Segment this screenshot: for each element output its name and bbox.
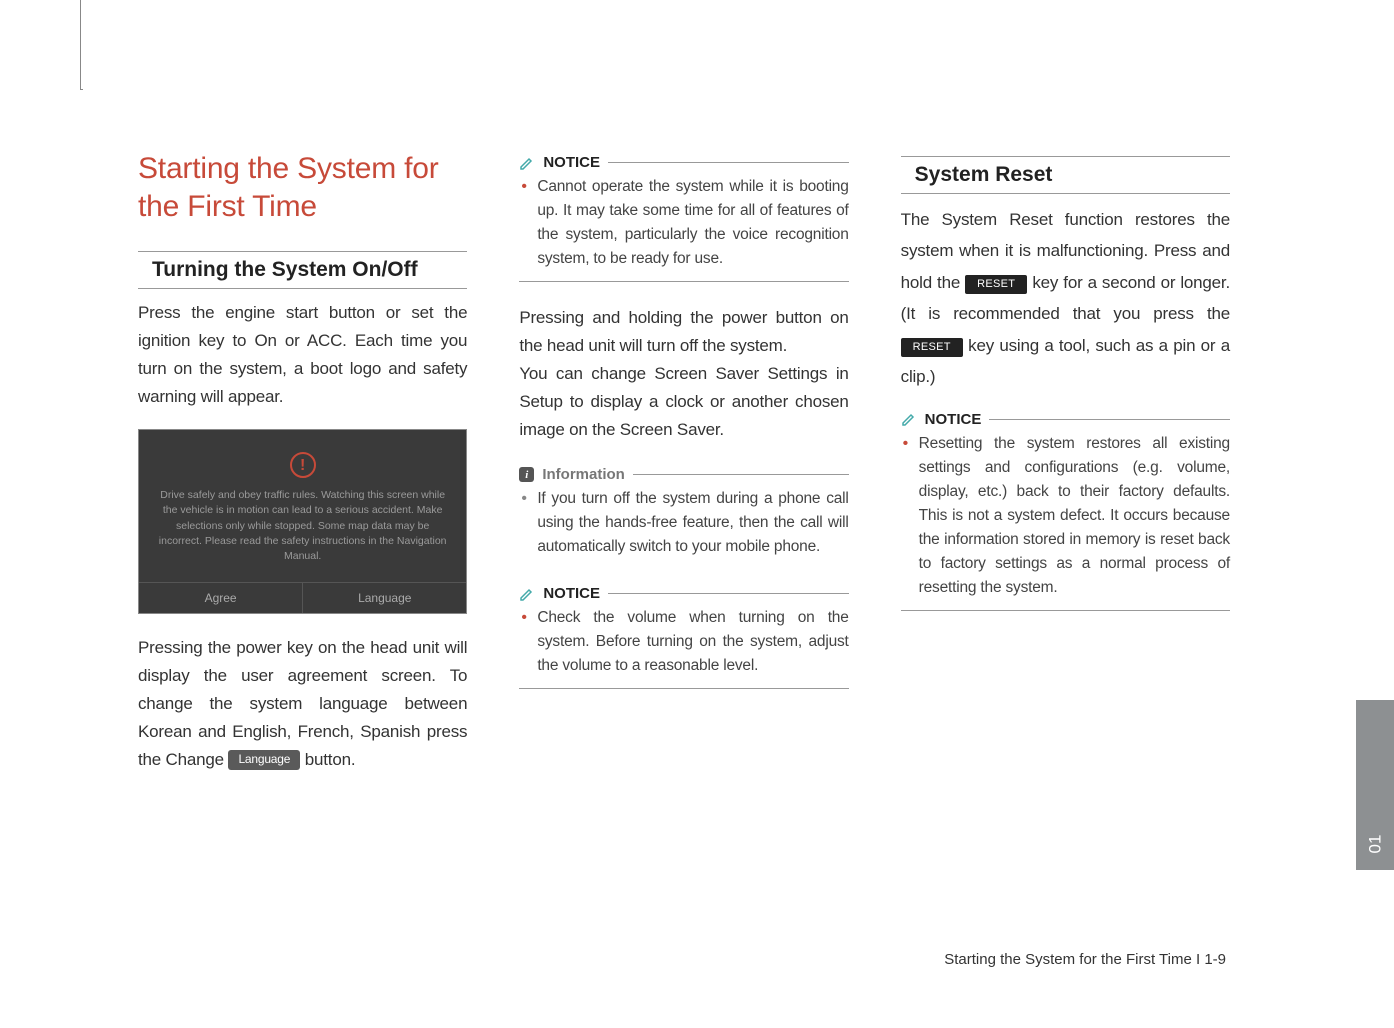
notice-label: NOTICE <box>543 154 600 171</box>
boot-warning-screenshot: ! Drive safely and obey traffic rules. W… <box>138 429 467 614</box>
info-label: Information <box>542 466 625 483</box>
page-content: Starting the System for the First Time T… <box>138 150 1230 774</box>
notice-header-2: NOTICE <box>519 585 848 602</box>
para-language-b: button. <box>300 750 355 769</box>
notice-reset: NOTICE Resetting the system restores all… <box>901 411 1230 611</box>
information-block: i Information If you turn off the system… <box>519 466 848 559</box>
page-footer: Starting the System for the First Time I… <box>944 951 1226 968</box>
notice-header: NOTICE <box>519 154 848 171</box>
warning-icon: ! <box>290 452 316 478</box>
notice-header-3: NOTICE <box>901 411 1230 428</box>
info-list: If you turn off the system during a phon… <box>519 487 848 559</box>
notice-list: Cannot operate the system while it is bo… <box>519 175 848 271</box>
main-title: Starting the System for the First Time <box>138 150 467 225</box>
notice-list: Check the volume when turning on the sys… <box>519 606 848 678</box>
para-screensaver: You can change Screen Saver Settings in … <box>519 360 848 444</box>
notice-item: Cannot operate the system while it is bo… <box>519 175 848 271</box>
screenshot-warning-text: Drive safely and obey traffic rules. Wat… <box>157 488 448 564</box>
notice-label: NOTICE <box>925 411 982 428</box>
reset-key: RESET <box>965 275 1027 294</box>
screenshot-agree-button: Agree <box>139 583 303 613</box>
notice-rule-bottom <box>519 281 848 282</box>
side-tab: 01 <box>1356 700 1394 870</box>
info-rule <box>633 474 849 475</box>
notice-list: Resetting the system restores all existi… <box>901 432 1230 600</box>
para-power-on: Press the engine start button or set the… <box>138 299 467 411</box>
info-item: If you turn off the system during a phon… <box>519 487 848 559</box>
crop-mark <box>80 0 83 90</box>
notice-label: NOTICE <box>543 585 600 602</box>
pencil-icon <box>519 586 535 602</box>
screenshot-body: ! Drive safely and obey traffic rules. W… <box>139 430 466 582</box>
side-tab-label: 01 <box>1365 835 1385 854</box>
notice-rule-bottom <box>519 688 848 689</box>
notice-rule <box>608 593 849 594</box>
column-3: System Reset The System Reset function r… <box>901 150 1230 774</box>
notice-rule-bottom <box>901 610 1230 611</box>
notice-rule <box>989 419 1230 420</box>
info-header: i Information <box>519 466 848 483</box>
pencil-icon <box>901 411 917 427</box>
section-title-reset: System Reset <box>901 156 1230 194</box>
para-language: Pressing the power key on the head unit … <box>138 634 467 774</box>
para-reset: The System Reset function restores the s… <box>901 204 1230 393</box>
screenshot-buttons: Agree Language <box>139 582 466 613</box>
pencil-icon <box>519 155 535 171</box>
column-2: NOTICE Cannot operate the system while i… <box>519 150 848 774</box>
notice-booting: NOTICE Cannot operate the system while i… <box>519 154 848 282</box>
notice-rule <box>608 162 849 163</box>
notice-item: Check the volume when turning on the sys… <box>519 606 848 678</box>
column-1: Starting the System for the First Time T… <box>138 150 467 774</box>
screenshot-language-button: Language <box>303 583 466 613</box>
reset-key: RESET <box>901 338 963 357</box>
para-power-off: Pressing and holding the power button on… <box>519 304 848 360</box>
notice-item: Resetting the system restores all existi… <box>901 432 1230 600</box>
info-icon: i <box>519 467 534 482</box>
language-key: Language <box>228 750 300 770</box>
section-title-power: Turning the System On/Off <box>138 251 467 289</box>
notice-volume: NOTICE Check the volume when turning on … <box>519 585 848 689</box>
